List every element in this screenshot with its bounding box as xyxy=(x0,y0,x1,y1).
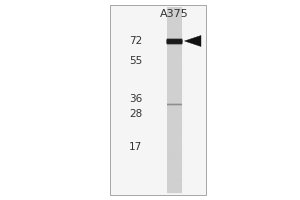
Bar xyxy=(167,7,182,193)
Bar xyxy=(110,5,206,195)
Text: A375: A375 xyxy=(160,9,188,19)
Text: 72: 72 xyxy=(129,36,142,46)
Text: 55: 55 xyxy=(129,56,142,66)
Text: 17: 17 xyxy=(129,142,142,152)
Text: 28: 28 xyxy=(129,109,142,119)
Text: 36: 36 xyxy=(129,94,142,104)
Polygon shape xyxy=(184,36,201,46)
